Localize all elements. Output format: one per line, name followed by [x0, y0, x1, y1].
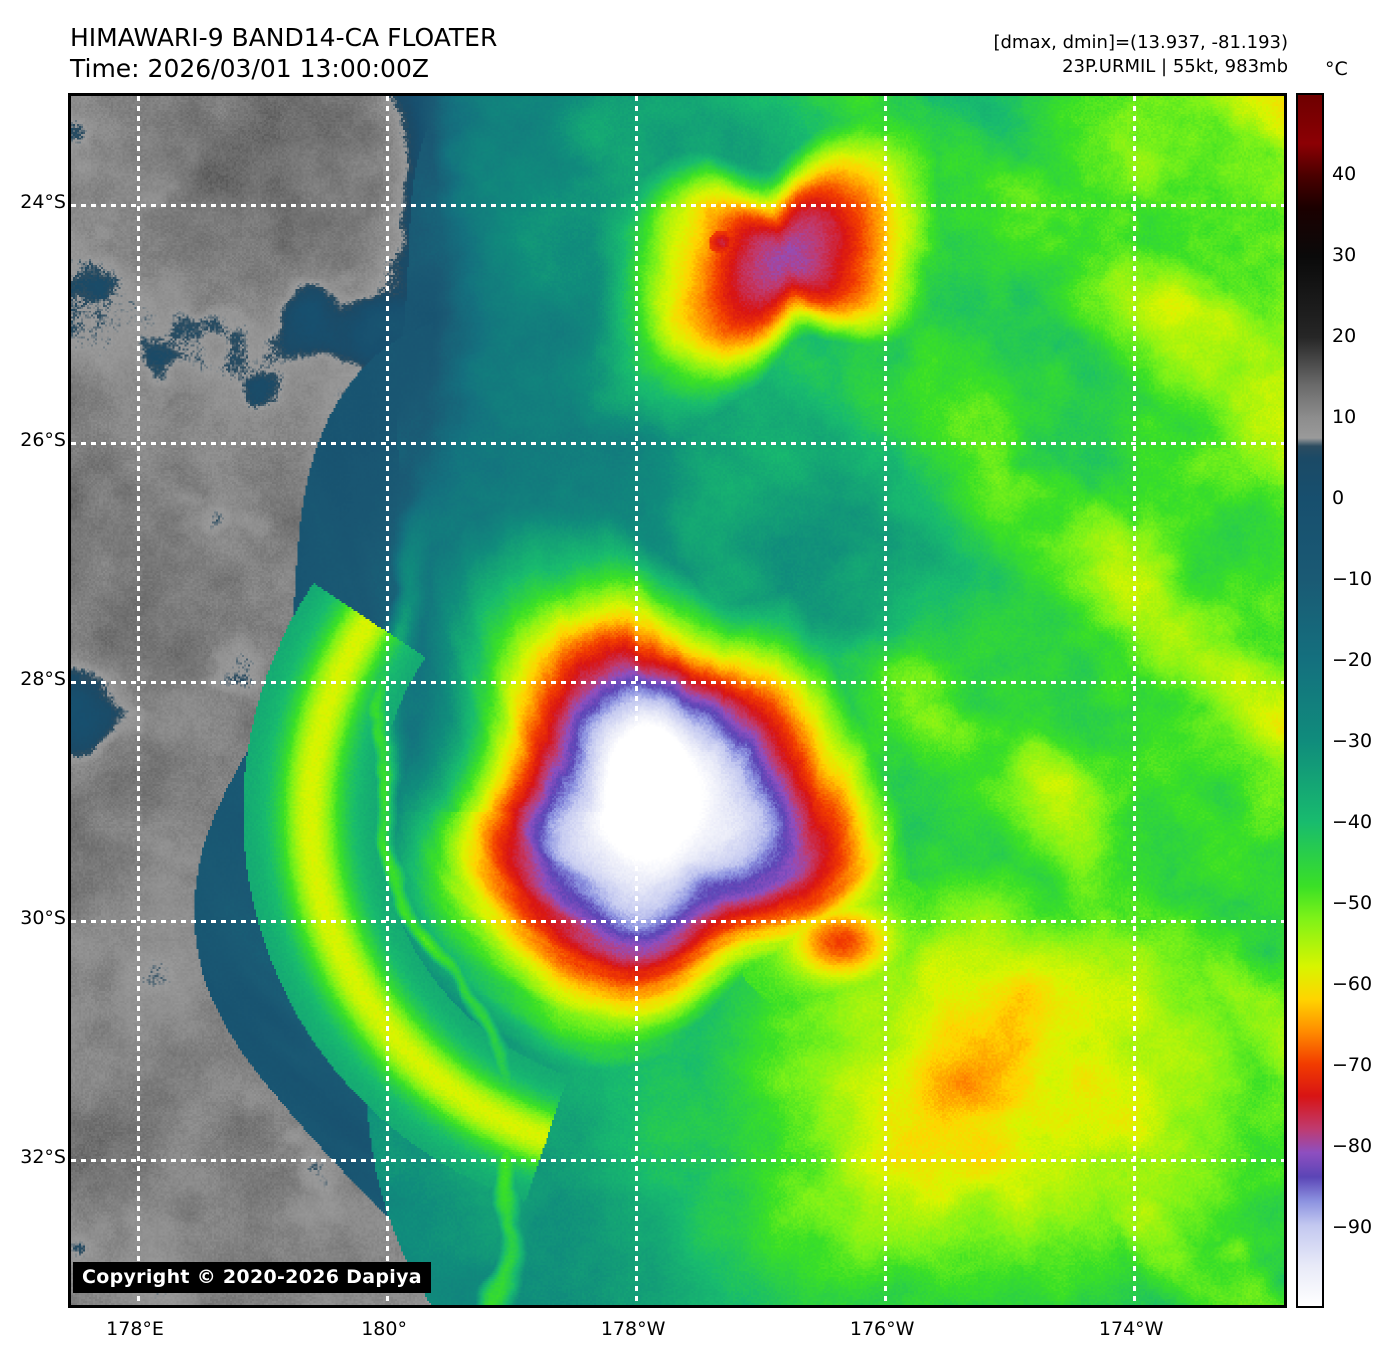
longitude-label-0: 178°E — [106, 1318, 164, 1340]
product-title: HIMAWARI-9 BAND14-CA FLOATER — [70, 23, 498, 52]
data-range-text: [dmax, dmin]=(13.937, -81.193) — [993, 32, 1288, 53]
latitude-label-2: 28°S — [20, 667, 66, 690]
satellite-image-plot[interactable]: Copyright © 2020-2026 Dapiya — [68, 93, 1287, 1308]
colorbar[interactable] — [1296, 93, 1324, 1308]
latitude-label-4: 32°S — [20, 1145, 66, 1168]
longitude-label-1: 180° — [361, 1318, 407, 1340]
colorbar-tick-12: −80 — [1332, 1135, 1373, 1157]
colorbar-unit-label: °C — [1325, 58, 1348, 80]
longitude-label-4: 174°W — [1098, 1318, 1164, 1340]
colorbar-tick-7: −30 — [1332, 730, 1373, 752]
latitude-label-3: 30°S — [20, 906, 66, 929]
colorbar-gradient — [1298, 95, 1322, 1306]
storm-info-text: 23P.URMIL | 55kt, 983mb — [1062, 56, 1288, 77]
colorbar-tick-3: 10 — [1332, 406, 1357, 428]
colorbar-tick-8: −40 — [1332, 811, 1373, 833]
colorbar-tick-6: −20 — [1332, 649, 1373, 671]
colorbar-tick-11: −70 — [1332, 1054, 1373, 1076]
colorbar-tick-1: 30 — [1332, 244, 1357, 266]
colorbar-tick-13: −90 — [1332, 1216, 1373, 1238]
page-title: HIMAWARI-9 BAND14-CA FLOATER Time: 2026/… — [70, 22, 497, 84]
satellite-imagery-canvas[interactable] — [71, 96, 1284, 1305]
colorbar-tick-2: 20 — [1332, 325, 1357, 347]
colorbar-tick-5: −10 — [1332, 568, 1373, 590]
longitude-label-3: 176°W — [849, 1318, 915, 1340]
colorbar-tick-0: 40 — [1332, 163, 1357, 185]
observation-time: Time: 2026/03/01 13:00:00Z — [70, 54, 429, 83]
copyright-banner: Copyright © 2020-2026 Dapiya — [73, 1262, 431, 1293]
latitude-label-1: 26°S — [20, 429, 66, 451]
latitude-label-0: 24°S — [20, 191, 66, 214]
colorbar-tick-4: 0 — [1332, 487, 1345, 509]
longitude-label-2: 178°W — [600, 1318, 666, 1340]
colorbar-tick-10: −60 — [1332, 973, 1373, 995]
colorbar-tick-9: −50 — [1332, 892, 1373, 914]
metadata-block: [dmax, dmin]=(13.937, -81.193) 23P.URMIL… — [993, 31, 1288, 79]
